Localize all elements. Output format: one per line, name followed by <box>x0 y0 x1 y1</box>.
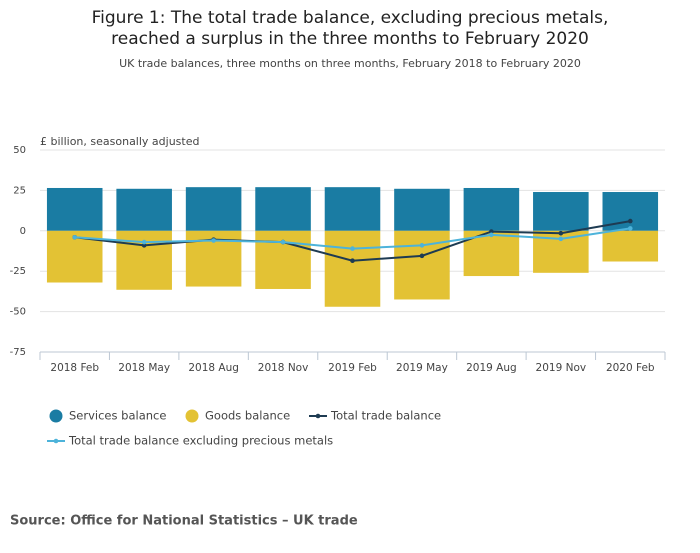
line-point <box>419 253 425 259</box>
y-tick-label: -50 <box>10 307 26 318</box>
x-tick-label: 2018 May <box>118 362 170 374</box>
y-tick-label: 25 <box>13 185 26 196</box>
x-tick-label: 2020 Feb <box>606 362 655 374</box>
bar <box>463 187 520 231</box>
x-tick-label: 2019 Nov <box>536 362 587 374</box>
line-point <box>558 230 564 236</box>
x-tick-label: 2019 Aug <box>466 362 517 374</box>
chart-title: Figure 1: The total trade balance, exclu… <box>92 8 609 49</box>
x-tick-label: 2018 Nov <box>258 362 309 374</box>
bar <box>116 188 172 231</box>
bar <box>324 187 381 231</box>
line-point <box>280 239 286 245</box>
line-point <box>211 238 216 243</box>
x-tick-label: 2018 Feb <box>50 362 99 374</box>
legend-label: Goods balance <box>205 409 290 423</box>
x-tick-label: 2018 Aug <box>188 362 239 374</box>
legend-swatch <box>185 409 199 423</box>
legend-swatch <box>315 413 321 419</box>
y-axis-title: £ billion, seasonally adjusted <box>40 135 199 148</box>
line-point <box>419 243 425 248</box>
line-point <box>558 236 564 242</box>
bar <box>116 230 172 290</box>
bar <box>185 187 242 231</box>
bar <box>394 230 450 300</box>
legend-swatch <box>53 438 59 444</box>
line-point <box>72 234 78 240</box>
legend-swatch <box>49 409 63 423</box>
line-point <box>489 229 494 234</box>
source: Source: Office for National Statistics –… <box>10 514 358 529</box>
bar <box>324 230 381 307</box>
chart-subtitle: UK trade balances, three months on three… <box>119 57 581 70</box>
line-point <box>350 258 355 263</box>
bar <box>394 188 450 231</box>
bar <box>255 230 311 289</box>
legend-label: Total trade balance excluding precious m… <box>68 434 333 448</box>
line-point <box>489 232 494 238</box>
y-tick-label: -25 <box>10 266 26 277</box>
line-point <box>627 218 633 224</box>
line-point <box>141 239 147 245</box>
bar <box>602 230 659 262</box>
y-tick-label: 0 <box>20 226 26 237</box>
bar <box>533 192 589 231</box>
y-tick-label: -75 <box>10 347 26 358</box>
x-tick-label: 2019 Feb <box>328 362 377 374</box>
bar <box>46 187 103 231</box>
line-point <box>627 226 633 231</box>
x-tick-label: 2019 May <box>396 362 448 374</box>
legend-label: Services balance <box>69 409 166 423</box>
legend-label: Total trade balance <box>330 409 441 423</box>
bar <box>255 187 311 231</box>
y-tick-label: 50 <box>13 145 26 156</box>
line-point <box>350 246 355 251</box>
line-point <box>141 243 147 248</box>
